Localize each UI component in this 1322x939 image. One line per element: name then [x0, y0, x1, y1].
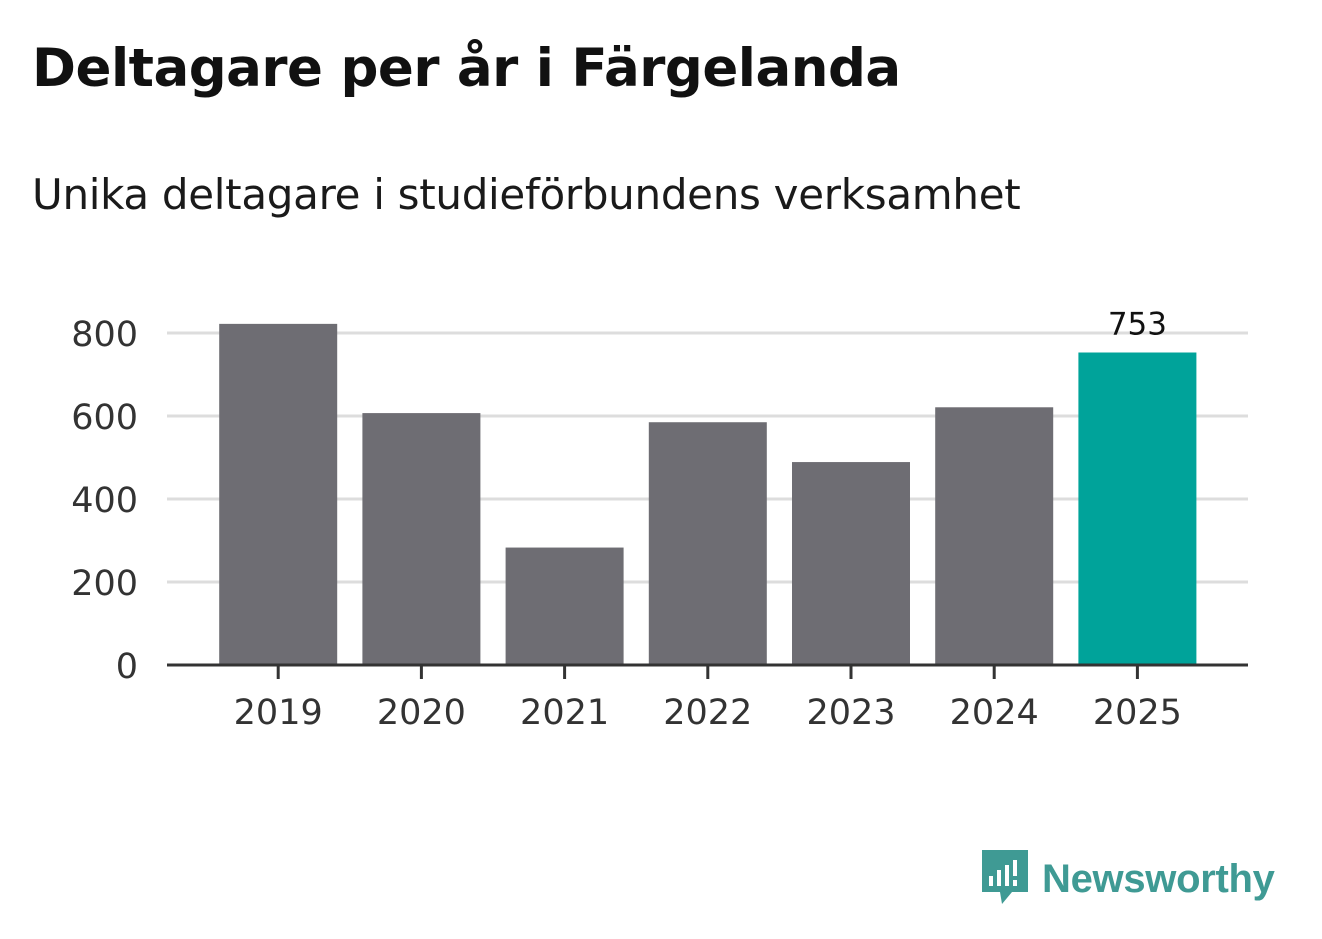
data-label: 753	[1108, 307, 1167, 343]
bars	[219, 323, 1197, 665]
y-tick-label: 800	[71, 315, 138, 355]
newsworthy-logo: Newsworthy	[980, 848, 1275, 910]
y-tick-label: 600	[71, 398, 138, 438]
bar-2023	[792, 462, 910, 665]
data-labels: 753	[1108, 307, 1167, 343]
logo-dot	[1013, 880, 1017, 886]
x-tick-label: 2025	[1093, 693, 1182, 733]
bar-2021	[505, 547, 624, 665]
x-axis-ticks: 2019 2020 2021 2022 2023 2024 2025	[234, 665, 1182, 733]
y-tick-label: 0	[116, 647, 138, 687]
bar-2019	[219, 323, 338, 665]
y-axis-ticks: 0 200 400 600 800	[71, 315, 138, 687]
bar-2020	[362, 413, 481, 665]
chart-title: Deltagare per år i Färgelanda	[32, 38, 901, 99]
y-tick-label: 200	[71, 564, 138, 604]
x-tick-label: 2020	[377, 693, 466, 733]
newsworthy-logo-icon	[982, 850, 1028, 904]
logo-bar-4	[1013, 860, 1017, 876]
x-tick-label: 2021	[520, 693, 609, 733]
chart-subtitle: Unika deltagare i studieförbundens verks…	[32, 170, 1021, 219]
bar-2022	[648, 422, 767, 665]
bar-2025	[1078, 352, 1197, 665]
logo-bar-3	[1005, 865, 1009, 886]
x-tick-label: 2024	[950, 693, 1039, 733]
y-tick-label: 400	[71, 481, 138, 521]
logo-bar-2	[997, 870, 1001, 886]
x-tick-label: 2019	[234, 693, 323, 733]
bar-2024	[935, 407, 1054, 665]
logo-bar-1	[989, 876, 993, 886]
newsworthy-logo-text: Newsworthy	[1042, 856, 1275, 901]
x-tick-label: 2023	[806, 693, 895, 733]
x-tick-label: 2022	[663, 693, 752, 733]
